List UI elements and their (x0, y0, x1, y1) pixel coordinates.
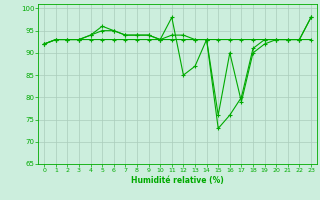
X-axis label: Humidité relative (%): Humidité relative (%) (131, 176, 224, 185)
